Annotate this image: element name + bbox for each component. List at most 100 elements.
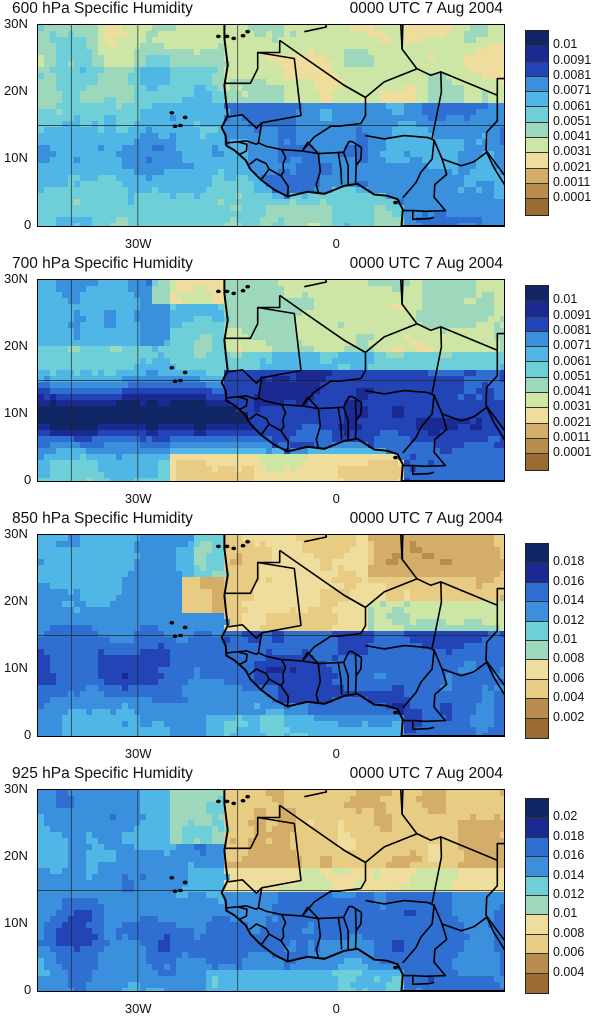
colorbar-swatch: [526, 61, 548, 77]
colorbar-label: 0.0091: [553, 52, 592, 67]
specific-humidity-map: [37, 534, 505, 737]
colorbar-swatch: [526, 199, 548, 215]
colorbar-label: 0.016: [553, 573, 585, 588]
map-panel: 600 hPa Specific Humidity 0000 UTC 7 Aug …: [0, 0, 600, 255]
colorbar-swatch: [526, 438, 548, 455]
colorbar-swatch: [526, 876, 548, 896]
panel-title: 700 hPa Specific Humidity: [12, 255, 193, 272]
colorbar-label: 0.0041: [553, 384, 592, 399]
y-tick-label: 30N: [4, 16, 28, 31]
specific-humidity-map: [37, 279, 505, 482]
map-panel: 700 hPa Specific Humidity 0000 UTC 7 Aug …: [0, 255, 600, 510]
y-tick-label: 0: [24, 217, 32, 232]
islands: [169, 284, 398, 460]
colorbar-swatch: [526, 699, 548, 719]
colorbar-label: 0.0021: [553, 414, 592, 429]
map-panel: 850 hPa Specific Humidity 0000 UTC 7 Aug …: [0, 510, 600, 765]
colorbar-label: 0.0081: [553, 67, 592, 82]
panel-title: 850 hPa Specific Humidity: [12, 510, 193, 527]
colorbar-label: 0.0051: [553, 113, 592, 128]
colorbar-swatch: [526, 895, 548, 916]
humidity-field: [38, 790, 504, 991]
colorbar-swatch: [526, 347, 548, 363]
coastline: [220, 535, 504, 736]
colorbar-swatch: [526, 122, 548, 139]
colorbar-swatch: [526, 286, 548, 302]
colorbar-swatch: [526, 362, 548, 378]
colorbar-label: 0.002: [553, 709, 585, 724]
colorbar-label: 0.018: [553, 554, 585, 569]
colorbar-label: 0.0011: [553, 175, 591, 189]
islands: [169, 539, 398, 715]
colorbar-swatch: [526, 76, 548, 93]
colorbar-swatch: [526, 544, 548, 564]
colorbar: [525, 543, 549, 739]
colorbar-swatch: [526, 818, 548, 838]
country-borders: [224, 25, 504, 221]
colorbar-label: 0.02: [553, 809, 578, 824]
y-tick-label: 20N: [4, 593, 28, 608]
coastline: [220, 790, 504, 991]
colorbar-swatch: [526, 954, 548, 974]
colorbar: [525, 798, 549, 994]
colorbar: [525, 30, 549, 216]
colorbar-swatch: [526, 621, 548, 641]
x-tick-label: 30W: [124, 491, 152, 506]
colorbar-label: 0.006: [553, 670, 585, 685]
colorbar-swatch: [526, 138, 548, 154]
y-tick-label: 30N: [4, 781, 28, 796]
colorbar-swatch: [526, 107, 548, 123]
country-borders: [224, 535, 504, 731]
colorbar-label: 0.0051: [553, 368, 592, 383]
colorbar-label: 0.01: [553, 906, 578, 921]
colorbar-label: 0.012: [553, 612, 585, 627]
colorbar-swatch: [526, 582, 548, 603]
colorbar-label: 0.004: [553, 964, 585, 979]
colorbar-swatch: [526, 408, 548, 424]
colorbar-swatch: [526, 168, 548, 184]
colorbar-label: 0.012: [553, 887, 585, 901]
colorbar-swatch: [526, 660, 548, 680]
panel-time: 0000 UTC 7 Aug 2004: [349, 0, 503, 17]
colorbar-swatch: [526, 679, 548, 700]
colorbar-swatch: [526, 153, 548, 169]
colorbar-label: 0.018: [553, 828, 585, 843]
islands: [169, 794, 398, 970]
colorbar-swatch: [526, 915, 548, 935]
colorbar-label: 0.0091: [553, 307, 592, 322]
y-tick-label: 0: [24, 727, 32, 742]
colorbar-label: 0.0071: [553, 338, 592, 353]
colorbar: [525, 285, 549, 471]
colorbar-swatch: [526, 316, 548, 332]
colorbar-label: 0.008: [553, 925, 585, 940]
x-tick-label: 30W: [124, 746, 152, 761]
panel-title: 925 hPa Specific Humidity: [12, 765, 193, 782]
colorbar-swatch: [526, 393, 548, 409]
colorbar-label: 0.0081: [553, 322, 592, 337]
colorbar-label: 0.0061: [553, 353, 592, 368]
y-tick-label: 20N: [4, 83, 28, 98]
colorbar-label: 0.0031: [553, 144, 592, 159]
colorbar-label: 0.016: [553, 848, 585, 863]
colorbar-label: 0.0001: [553, 190, 592, 205]
colorbar-label: 0.014: [553, 867, 585, 882]
panel-time: 0000 UTC 7 Aug 2004: [349, 510, 503, 527]
coastline: [220, 280, 504, 481]
humidity-field: [38, 25, 504, 226]
colorbar-swatch: [526, 718, 548, 738]
colorbar-label: 0.0071: [553, 83, 592, 98]
colorbar-label: 0.01: [553, 632, 578, 646]
colorbar-swatch: [526, 301, 548, 317]
x-tick-label: 0: [332, 491, 340, 506]
colorbar-swatch: [526, 799, 548, 819]
y-tick-label: 20N: [4, 848, 28, 863]
y-tick-label: 30N: [4, 526, 28, 541]
colorbar-label: 0.0041: [553, 129, 592, 144]
colorbar-label: 0.0061: [553, 98, 592, 113]
colorbar-label: 0.006: [553, 945, 585, 960]
colorbar-label: 0.004: [553, 690, 585, 705]
islands: [169, 29, 398, 205]
colorbar-swatch: [526, 92, 548, 108]
x-tick-label: 0: [332, 236, 340, 251]
map-gridlines: [38, 790, 504, 991]
